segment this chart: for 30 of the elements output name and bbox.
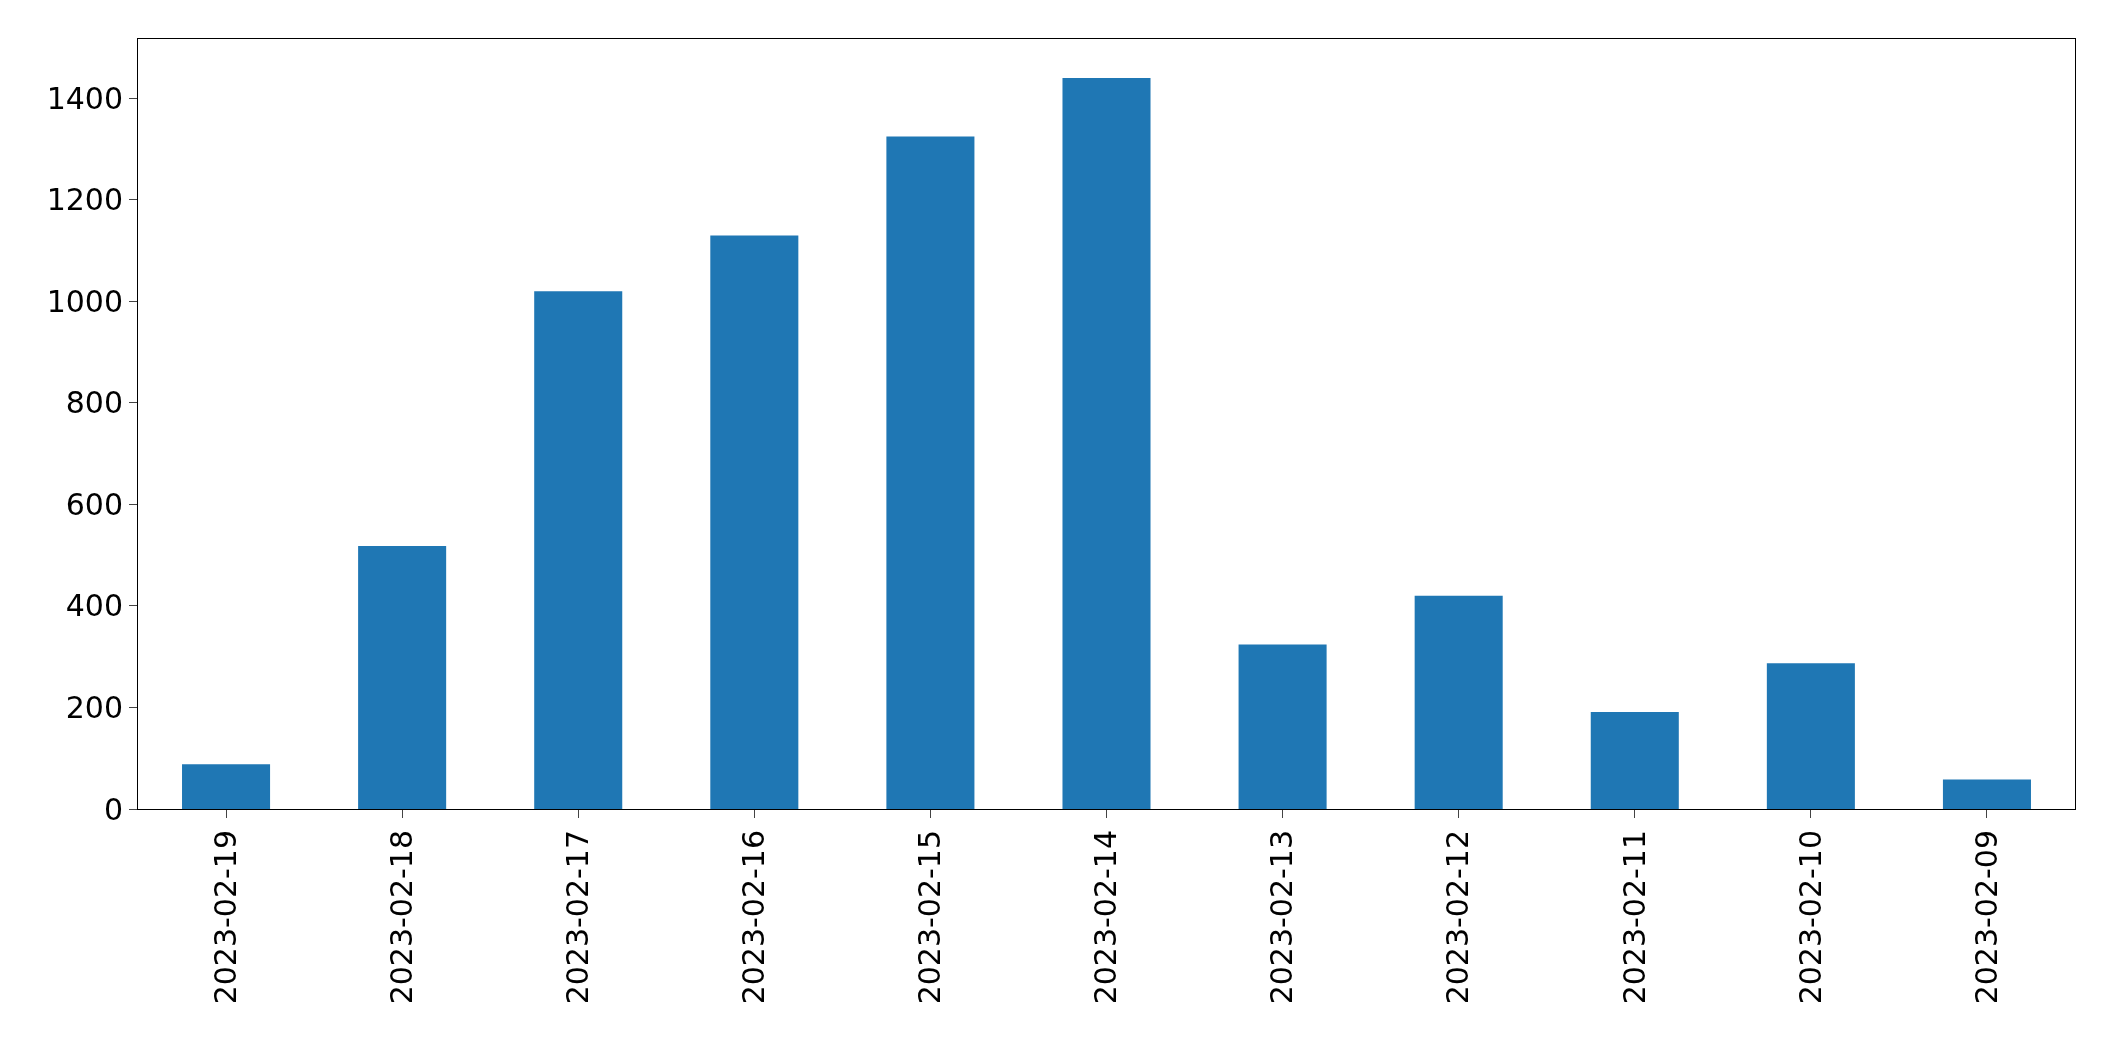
x-tick-label: 2023-02-18 [383, 830, 419, 1005]
bar [1942, 779, 2031, 809]
y-tick-label: 0 [103, 791, 123, 827]
y-tick-label: 1000 [46, 283, 123, 319]
x-tick-label: 2023-02-16 [736, 830, 772, 1005]
x-tick-label: 2023-02-10 [1792, 830, 1828, 1005]
y-tick-label: 800 [65, 385, 123, 421]
y-tick-label: 600 [65, 486, 123, 522]
bar [1238, 644, 1327, 809]
bar [182, 764, 271, 809]
bar [358, 546, 447, 809]
bar [710, 235, 799, 809]
y-tick-label: 1200 [46, 182, 123, 218]
y-tick-label: 1400 [46, 80, 123, 116]
x-tick-label: 2023-02-19 [207, 830, 243, 1005]
y-tick-label: 200 [65, 689, 123, 725]
bar [534, 291, 623, 809]
y-tick-label: 400 [65, 588, 123, 624]
bar [1414, 595, 1503, 809]
bar [886, 136, 975, 809]
x-tick-label: 2023-02-09 [1968, 830, 2004, 1005]
bar [1062, 78, 1151, 809]
x-tick-label: 2023-02-14 [1088, 830, 1124, 1005]
x-tick-label: 2023-02-17 [559, 830, 595, 1005]
x-tick-label: 2023-02-13 [1264, 830, 1300, 1005]
bar [1766, 663, 1855, 809]
bar [1590, 712, 1679, 809]
x-tick-label: 2023-02-15 [912, 830, 948, 1005]
x-tick-label: 2023-02-12 [1440, 830, 1476, 1005]
x-tick-label: 2023-02-11 [1616, 830, 1652, 1005]
